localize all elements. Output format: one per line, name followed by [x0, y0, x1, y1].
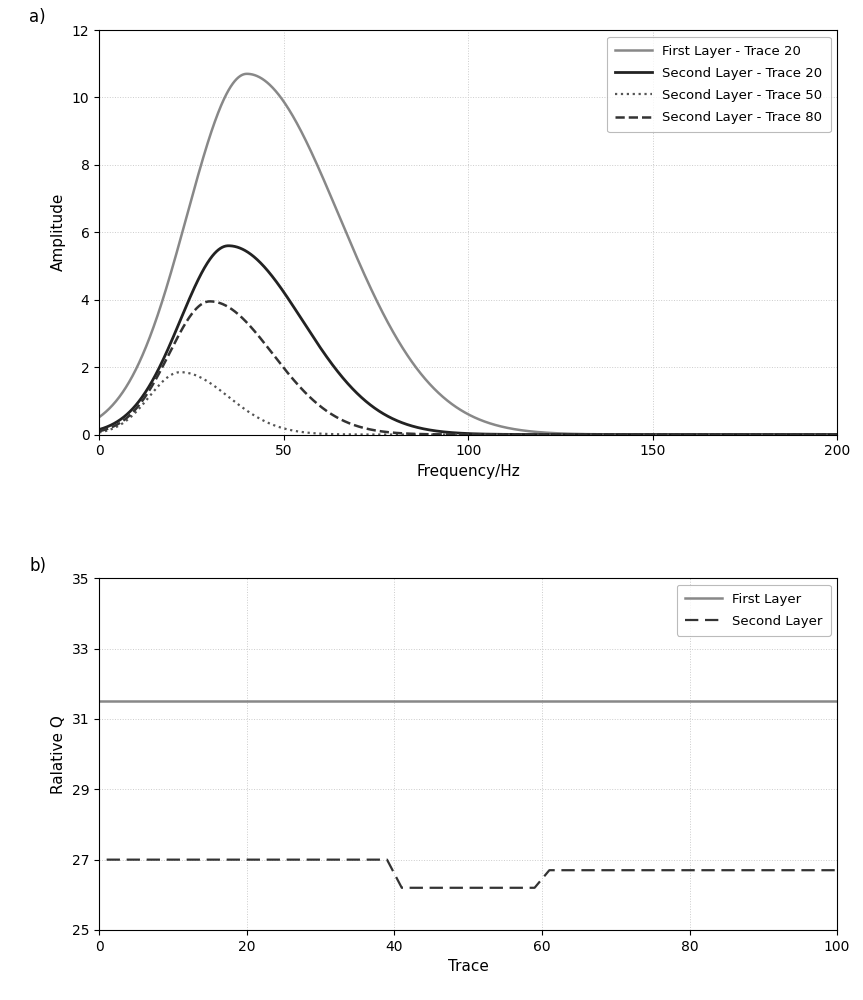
Second Layer	[545, 864, 555, 876]
First Layer - Trace 20	[453, 403, 463, 415]
Second Layer - Trace 50	[676, 429, 686, 441]
Second Layer	[102, 854, 112, 866]
Line: Second Layer - Trace 20: Second Layer - Trace 20	[99, 246, 837, 435]
First Layer	[94, 695, 104, 707]
First Layer - Trace 20	[676, 429, 686, 441]
Second Layer - Trace 20	[832, 429, 842, 441]
Second Layer - Trace 20	[224, 240, 234, 252]
Y-axis label: Ralative Q: Ralative Q	[51, 715, 66, 794]
Y-axis label: Amplitude: Amplitude	[51, 193, 66, 271]
Second Layer	[397, 882, 407, 894]
Second Layer - Trace 50	[94, 426, 104, 438]
First Layer - Trace 20	[132, 361, 142, 373]
Second Layer	[381, 854, 392, 866]
Second Layer - Trace 20	[811, 429, 822, 441]
Second Layer - Trace 20	[94, 423, 104, 435]
Second Layer - Trace 20	[810, 429, 821, 441]
First Layer - Trace 20	[832, 429, 842, 441]
First Layer - Trace 20	[811, 429, 822, 441]
Second Layer - Trace 80	[832, 429, 842, 441]
First Layer - Trace 20	[94, 411, 104, 423]
Second Layer - Trace 20	[676, 429, 686, 441]
Second Layer - Trace 50	[810, 429, 821, 441]
Second Layer	[545, 864, 555, 876]
Second Layer	[397, 882, 407, 894]
Second Layer - Trace 20	[433, 425, 444, 437]
Line: Second Layer - Trace 50: Second Layer - Trace 50	[99, 372, 837, 435]
Second Layer - Trace 50	[453, 429, 463, 441]
First Layer - Trace 20	[810, 429, 821, 441]
X-axis label: Frequency/Hz: Frequency/Hz	[416, 464, 520, 479]
Text: a): a)	[29, 8, 46, 26]
X-axis label: Trace: Trace	[448, 959, 488, 974]
First Layer - Trace 20	[242, 68, 252, 80]
Line: First Layer - Trace 20: First Layer - Trace 20	[99, 74, 837, 435]
Second Layer - Trace 50	[132, 405, 142, 417]
Second Layer - Trace 80	[676, 429, 686, 441]
Second Layer - Trace 50	[433, 429, 444, 441]
First Layer	[102, 695, 112, 707]
Second Layer - Trace 80	[433, 428, 444, 440]
Second Layer - Trace 80	[453, 428, 463, 440]
Second Layer - Trace 80	[810, 429, 821, 441]
Second Layer - Trace 20	[453, 427, 463, 439]
Second Layer - Trace 50	[832, 429, 842, 441]
Second Layer - Trace 80	[94, 425, 104, 437]
Second Layer - Trace 80	[205, 295, 215, 307]
Second Layer - Trace 80	[811, 429, 822, 441]
Line: Second Layer: Second Layer	[107, 860, 837, 888]
Line: Second Layer - Trace 80: Second Layer - Trace 80	[99, 301, 837, 435]
Second Layer - Trace 20	[132, 398, 142, 410]
Second Layer	[529, 882, 539, 894]
Second Layer	[529, 882, 539, 894]
First Layer - Trace 20	[433, 387, 444, 399]
Second Layer - Trace 50	[175, 366, 186, 378]
Second Layer	[832, 864, 842, 876]
Second Layer - Trace 80	[132, 402, 142, 414]
Legend: First Layer, Second Layer: First Layer, Second Layer	[677, 585, 830, 636]
Second Layer - Trace 50	[811, 429, 822, 441]
Legend: First Layer - Trace 20, Second Layer - Trace 20, Second Layer - Trace 50, Second: First Layer - Trace 20, Second Layer - T…	[607, 37, 830, 132]
Second Layer	[381, 854, 392, 866]
Text: b): b)	[29, 557, 46, 575]
